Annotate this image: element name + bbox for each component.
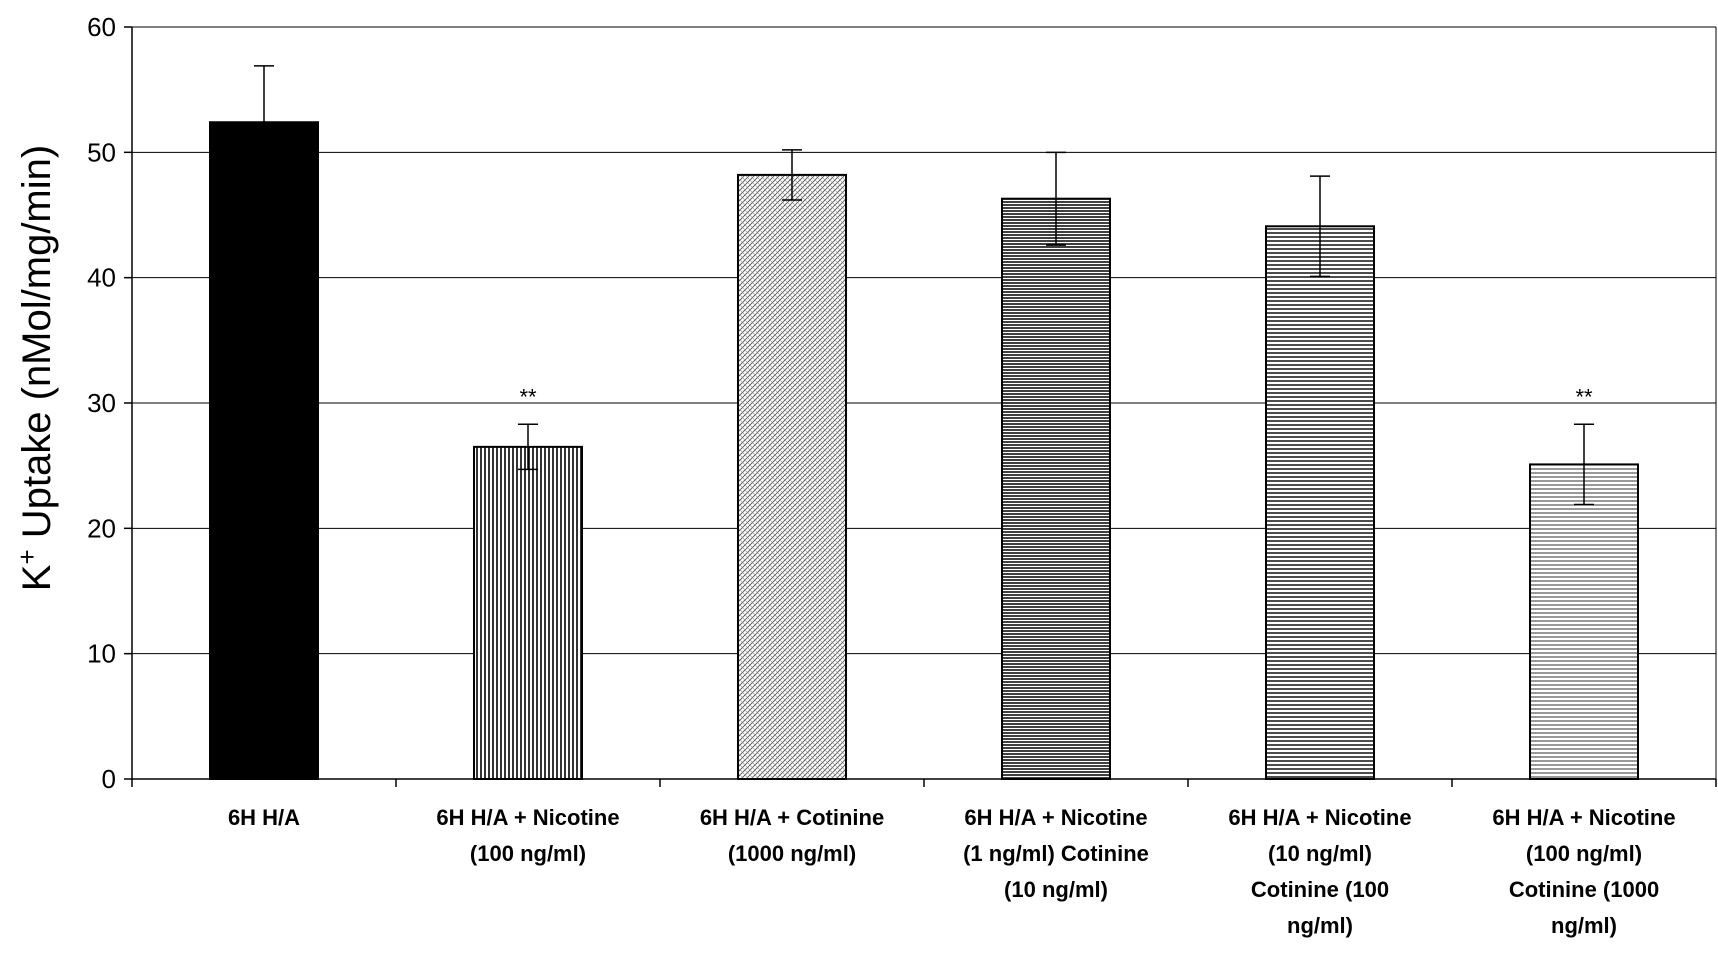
category-label-line: 6H H/A + Nicotine <box>1228 805 1411 830</box>
category-label: 6H H/A + Cotinine (1000 ng/ml) <box>700 805 884 866</box>
bar <box>737 173 847 781</box>
bar <box>1529 463 1639 780</box>
category-label-line: (1 ng/ml) Cotinine <box>963 841 1149 866</box>
bar <box>1265 225 1375 780</box>
gridlines <box>132 26 1716 655</box>
error-bars <box>254 65 1594 506</box>
category-label-line: (10 ng/ml) <box>1004 877 1108 902</box>
category-label: 6H H/A + Nicotine (100 ng/ml) <box>436 805 619 866</box>
y-axis-label: K+ Uptake (nMol/mg/min) <box>12 145 59 591</box>
bar <box>473 445 583 780</box>
y-tick-label: 0 <box>102 764 116 794</box>
category-label-line: 6H H/A + Nicotine <box>436 805 619 830</box>
y-tick-label: 10 <box>87 639 116 669</box>
category-label-line: Cotinine (1000 <box>1509 877 1659 902</box>
y-tick-label: 60 <box>87 12 116 42</box>
category-label: 6H H/A + Nicotine (10 ng/ml) Cotinine (100… <box>1228 805 1411 938</box>
y-tick-label: 30 <box>87 388 116 418</box>
category-label-line: ng/ml) <box>1551 913 1617 938</box>
category-label-line: 6H H/A <box>228 805 300 830</box>
y-tick-labels: 0 10 20 30 40 50 60 <box>87 12 1717 794</box>
category-label-line: (100 ng/ml) <box>1526 841 1642 866</box>
category-label: 6H H/A + Nicotine (100 ng/ml) Cotinine (10… <box>1492 805 1675 938</box>
category-label-line: (10 ng/ml) <box>1268 841 1372 866</box>
significance-marker: ** <box>1575 384 1593 409</box>
category-labels: 6H H/A 6H H/A + Nicotine (100 ng/ml)6H H/A… <box>228 805 1676 938</box>
y-tick-label: 40 <box>87 263 116 293</box>
significance-annotations: ** ** <box>519 384 1593 409</box>
category-label-line: 6H H/A + Cotinine <box>700 805 884 830</box>
category-label-line: (1000 ng/ml) <box>728 841 856 866</box>
significance-marker: ** <box>519 384 537 409</box>
category-label: 6H H/A <box>228 805 300 830</box>
bars <box>209 121 1639 781</box>
bar <box>1001 197 1111 780</box>
y-tick-label: 20 <box>87 513 116 543</box>
bar <box>209 121 319 780</box>
category-label-line: (100 ng/ml) <box>470 841 586 866</box>
category-label-line: ng/ml) <box>1287 913 1353 938</box>
y-tick-label: 50 <box>87 137 116 167</box>
category-label-line: 6H H/A + Nicotine <box>1492 805 1675 830</box>
category-label: 6H H/A + Nicotine (1 ng/ml) Cotinine (10 n… <box>963 805 1149 902</box>
category-label-line: 6H H/A + Nicotine <box>964 805 1147 830</box>
category-label-line: Cotinine (100 <box>1251 877 1389 902</box>
